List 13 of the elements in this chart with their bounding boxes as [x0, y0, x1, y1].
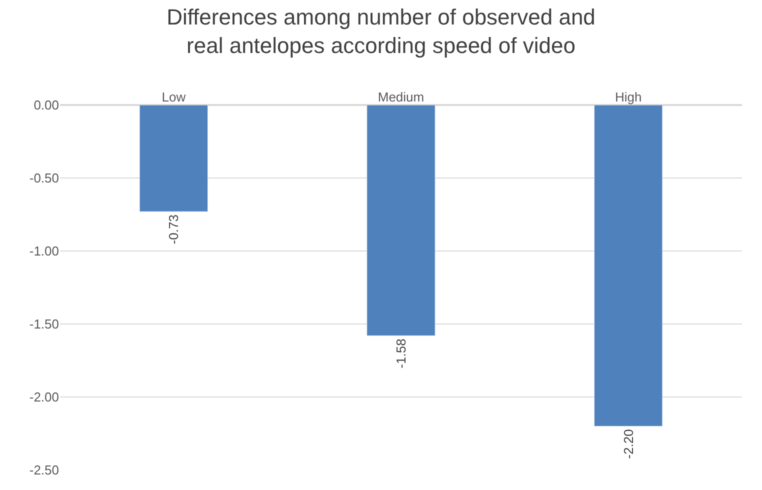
- chart-title: Differences among number of observed and real antelopes according speed of video: [166, 4, 596, 58]
- x-tick-label: High: [614, 89, 642, 104]
- x-tick-label: Low: [162, 89, 186, 104]
- data-label: -2.20: [620, 429, 636, 459]
- y-tick-label: -2.50: [29, 462, 59, 478]
- y-tick-label: -1.50: [29, 316, 59, 332]
- y-tick-label: -0.50: [29, 170, 59, 186]
- y-tick-label: -2.00: [29, 390, 59, 405]
- y-tick-label: 0.00: [34, 98, 59, 113]
- y-tick-label: -1.00: [29, 244, 59, 259]
- x-tick-label: Medium: [378, 89, 424, 104]
- data-label: -1.58: [394, 338, 408, 368]
- data-label: -0.73: [166, 214, 182, 244]
